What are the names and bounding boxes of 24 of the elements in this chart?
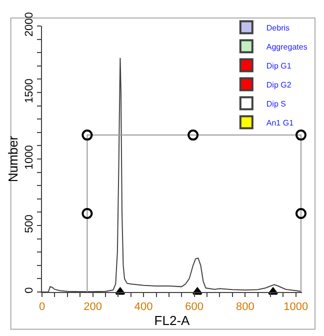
y-axis-title: Number: [6, 135, 21, 182]
y-tick-label: 0: [24, 287, 36, 294]
point: [295, 130, 306, 141]
y-tick-label: 2000: [24, 12, 36, 37]
x-tick-label: 400: [134, 301, 153, 314]
legend-label: Dip G1: [266, 61, 292, 70]
x-tick-label: 200: [84, 301, 102, 314]
y-tick-label: 1500: [24, 78, 36, 104]
x-tick-label: 1000: [284, 301, 308, 314]
legend-label: Debris: [266, 23, 290, 32]
point: [295, 208, 306, 220]
x-tick-label: 600: [185, 301, 204, 314]
y-tick-label: 500: [24, 214, 36, 234]
point: [188, 130, 199, 141]
x-axis-title: FL2-A: [154, 313, 190, 328]
y-tick-label: 1000: [24, 145, 36, 170]
x-tick-label: 0: [38, 301, 46, 314]
x-tick-label: 800: [236, 301, 254, 314]
legend-label: Aggregates: [266, 42, 308, 52]
legend-label: An1 G1: [266, 118, 294, 128]
point: [82, 208, 93, 220]
point: [82, 130, 93, 141]
legend-label: Dip G2: [266, 80, 292, 90]
legend-label: Dip S: [266, 99, 286, 108]
